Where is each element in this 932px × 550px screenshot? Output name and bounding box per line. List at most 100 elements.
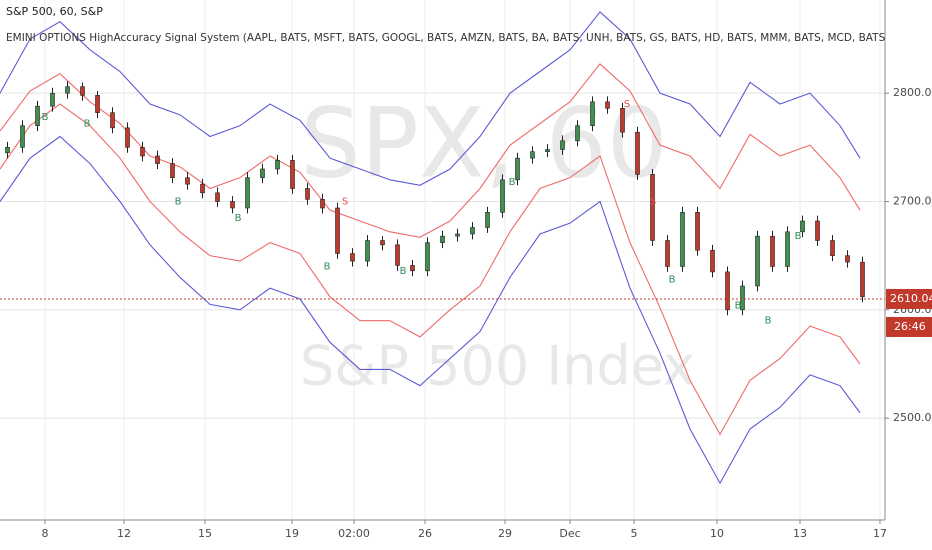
candle-body (800, 220, 805, 233)
candle-body (215, 192, 220, 202)
signal-label: S (650, 197, 656, 208)
x-tick-label: 5 (631, 527, 638, 540)
x-tick-label: Dec (559, 527, 580, 540)
candle-body (620, 108, 625, 133)
candle-body (260, 168, 265, 178)
candle-body (785, 231, 790, 267)
candle-body (455, 233, 460, 237)
x-tick-label: 10 (710, 527, 724, 540)
candle-body (170, 163, 175, 178)
candle-body (560, 140, 565, 150)
last-price-label: 2610.04 (890, 292, 932, 305)
candle-body (530, 151, 535, 159)
candle-body (650, 174, 655, 241)
x-tick-label: 02:00 (338, 527, 370, 540)
candle-body (185, 177, 190, 185)
candle-body (80, 86, 85, 96)
candle-body (395, 244, 400, 266)
candle-body (35, 105, 40, 126)
candle-body (815, 220, 820, 241)
candle-body (50, 92, 55, 107)
candle-body (335, 207, 340, 254)
candle-body (365, 240, 370, 262)
candle-body (320, 199, 325, 209)
candle-body (65, 86, 70, 94)
signal-label: S (342, 197, 348, 208)
candle-body (425, 242, 430, 272)
watermark-subtitle: S&P 500 Index (300, 335, 695, 398)
countdown-label: 26:46 (894, 320, 926, 333)
last-price-box (886, 288, 932, 309)
band-line (0, 103, 861, 436)
candle-body (275, 160, 280, 170)
candle-body (545, 149, 550, 152)
candle-body (515, 157, 520, 181)
candle-body (350, 253, 355, 262)
signal-label: B (235, 213, 242, 224)
candle-body (5, 147, 10, 154)
indicator-title: EMINI OPTIONS HighAccuracy Signal System… (6, 32, 932, 44)
x-tick-label: 29 (498, 527, 512, 540)
signal-label: B (324, 262, 331, 273)
candle-body (380, 240, 385, 246)
candle-body (860, 261, 865, 298)
candle-body (410, 265, 415, 272)
signal-label: B (669, 275, 676, 286)
band-line (0, 63, 861, 238)
y-tick-label: 2500.00 (893, 411, 932, 424)
y-tick-label: 2800.00 (893, 86, 932, 99)
price-axis (885, 0, 932, 550)
candle-body (95, 95, 100, 113)
axes: 2500.002600.002700.002800.00812151902:00… (42, 86, 932, 540)
signal-label: B (400, 266, 407, 277)
x-tick-label: 26 (418, 527, 432, 540)
x-tick-label: 13 (793, 527, 807, 540)
candle-body (485, 212, 490, 228)
candle-body (575, 125, 580, 142)
candle-body (110, 112, 115, 129)
x-tick-label: 19 (285, 527, 299, 540)
candle-body (635, 131, 640, 175)
signal-label: S (624, 99, 630, 110)
band-line (0, 11, 861, 186)
candle-body (125, 127, 130, 148)
plot-area: B B B B S B B B S S B B B B (0, 11, 885, 485)
candle-body (230, 201, 235, 209)
candle-body (740, 285, 745, 311)
candle-body (605, 101, 610, 109)
candle-body (200, 183, 205, 194)
candle-body (140, 147, 145, 157)
candle-body (710, 249, 715, 273)
candle-body (440, 235, 445, 243)
signal-label: B (84, 119, 91, 130)
candle-body (665, 240, 670, 267)
y-tick-label: 2700.00 (893, 195, 932, 208)
x-tick-label: 17 (873, 527, 887, 540)
signal-label: B (509, 177, 516, 188)
chart-title: S&P 500, 60, S&P (6, 5, 103, 18)
candle-body (305, 188, 310, 200)
candle-body (725, 271, 730, 311)
candle-body (770, 235, 775, 267)
candle-body (470, 227, 475, 235)
signal-label: B (795, 231, 802, 242)
x-tick-label: 15 (198, 527, 212, 540)
candle-body (830, 240, 835, 256)
signal-label: B (765, 316, 772, 327)
candle-body (245, 177, 250, 209)
candle-body (695, 212, 700, 251)
grid (0, 0, 885, 520)
countdown-box (886, 316, 932, 337)
candle-body (590, 101, 595, 126)
candle-body (500, 179, 505, 213)
band-line (0, 135, 861, 485)
candle-body (755, 235, 760, 287)
candle-body (845, 255, 850, 263)
candle-body (155, 155, 160, 164)
candle-body (680, 212, 685, 267)
x-tick-label: 12 (117, 527, 131, 540)
signal-label: B (42, 112, 49, 123)
